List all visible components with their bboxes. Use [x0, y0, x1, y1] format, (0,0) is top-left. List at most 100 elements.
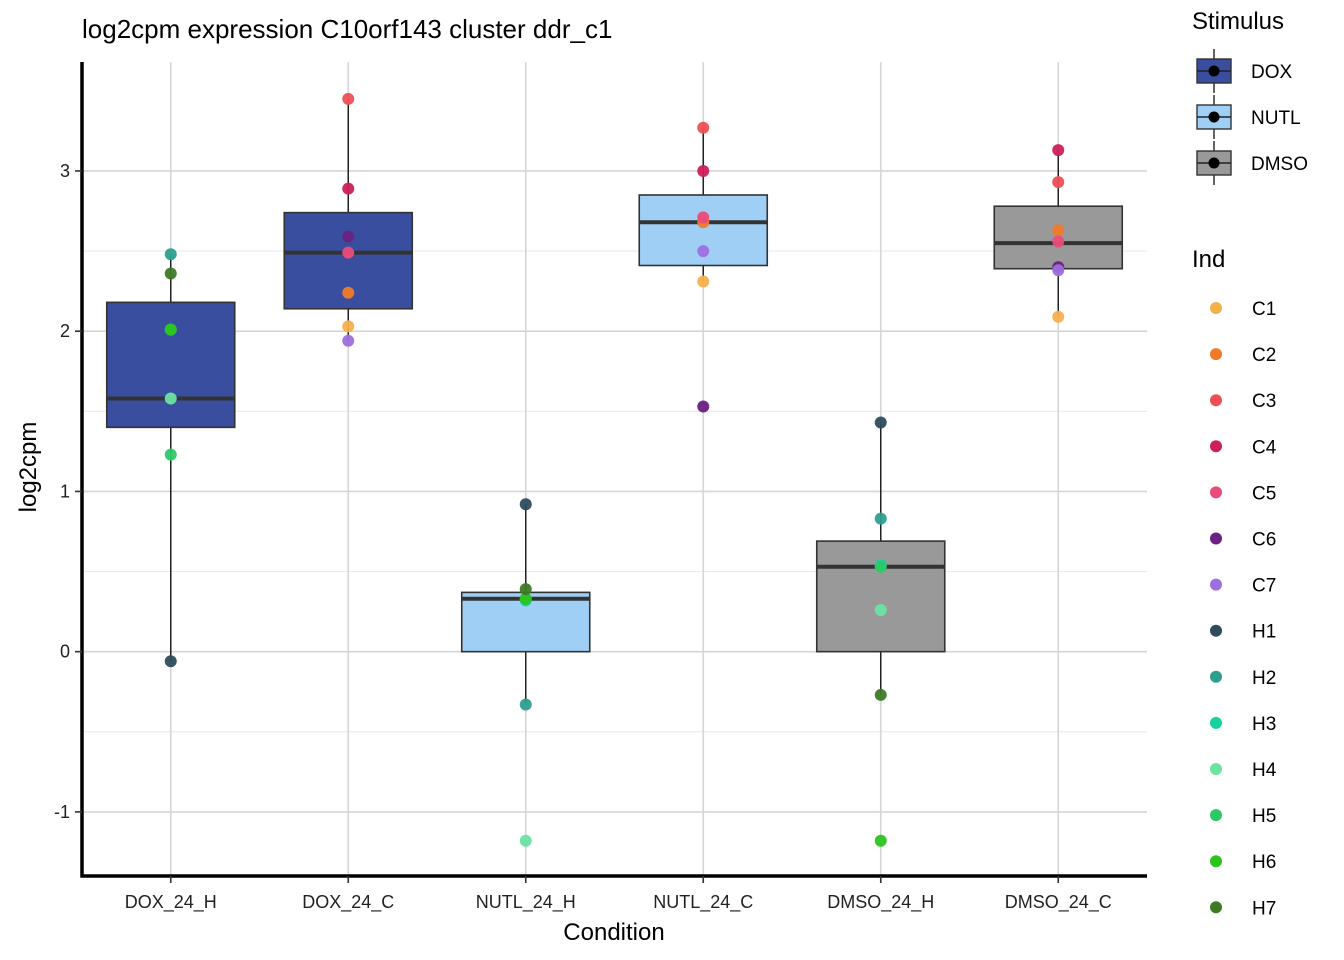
point-h1: [874, 416, 887, 429]
legend-ind-label: C5: [1252, 483, 1276, 504]
legend-ind-label: H7: [1252, 898, 1276, 919]
point-h4: [164, 392, 177, 405]
y-tick-label: 1: [60, 481, 70, 501]
legend-ind-key: [1210, 624, 1222, 637]
box-layer: [105, 98, 1124, 705]
legend-ind-label: H3: [1252, 714, 1276, 735]
y-tick-label: 0: [60, 642, 70, 662]
box-dox-24-c: [283, 98, 414, 341]
legend-ind-item: C1: [1210, 299, 1276, 320]
legend-stimulus-label: DMSO: [1251, 154, 1308, 175]
point-c7: [697, 245, 710, 258]
y-tick-label: -1: [54, 802, 70, 822]
legend-key-dot: [1208, 65, 1220, 77]
legend-ind-key: [1210, 809, 1222, 822]
point-c2: [1052, 224, 1065, 237]
point-h7: [874, 688, 887, 701]
legend-ind-label: H6: [1252, 852, 1276, 873]
legend: Stimulus DOX NUTL DMSO Ind C1 C2 C3 C4 C5 C6 C7 H1 H2…: [1192, 8, 1308, 919]
legend-ind-item: C3: [1210, 391, 1276, 412]
point-c7: [342, 334, 355, 347]
legend-stimulus-item: DOX: [1196, 49, 1293, 93]
axes: -1 0 1 2 3 DOX_24_H DOX_24_C NUTL_24_H NUTL_24_C…: [54, 62, 1147, 913]
legend-ind-key: [1210, 901, 1222, 914]
point-c5: [697, 211, 710, 224]
legend-ind-key: [1210, 716, 1222, 729]
point-h1: [519, 498, 532, 511]
x-tick-label: DOX_24_C: [302, 892, 394, 913]
point-h4: [519, 834, 532, 847]
point-h6: [519, 592, 532, 605]
box-dmso-24-h: [815, 422, 946, 695]
point-c1: [1052, 310, 1065, 323]
grid-lines: [82, 62, 1147, 876]
legend-ind-item: H1: [1210, 622, 1276, 643]
legend-ind-item: H7: [1210, 898, 1276, 919]
x-tick-label: NUTL_24_C: [653, 892, 753, 913]
point-c4: [697, 164, 710, 177]
point-c3: [697, 121, 710, 134]
box-iqr: [815, 540, 946, 653]
point-h2: [519, 698, 532, 711]
legend-stimulus-title: Stimulus: [1192, 8, 1284, 35]
legend-ind-label: H2: [1252, 668, 1276, 689]
point-c5: [1052, 235, 1065, 248]
legend-ind-item: C5: [1210, 483, 1276, 504]
legend-ind-item: C6: [1210, 530, 1276, 551]
legend-ind-item: C2: [1210, 345, 1276, 366]
legend-ind-key: [1210, 302, 1222, 314]
legend-ind-item: H5: [1210, 806, 1276, 827]
point-c1: [697, 275, 710, 288]
legend-key-dot: [1208, 111, 1220, 123]
chart-title: log2cpm expression C10orf143 cluster ddr…: [82, 14, 612, 44]
box-nutl-24-c: [638, 127, 769, 282]
point-c6: [342, 230, 355, 243]
legend-ind-item: C7: [1210, 576, 1276, 597]
legend-stimulus-item: NUTL: [1196, 95, 1301, 139]
point-c3: [1052, 176, 1065, 189]
legend-ind-key: [1210, 348, 1222, 361]
point-c4: [1052, 144, 1065, 157]
legend-ind-label: C3: [1252, 391, 1276, 412]
x-tick-label: DMSO_24_H: [827, 892, 934, 913]
point-c5: [342, 246, 355, 259]
legend-ind-item: H3: [1210, 714, 1276, 735]
legend-ind-label: H4: [1252, 760, 1277, 781]
x-axis-title: Condition: [563, 919, 664, 946]
point-h7: [164, 267, 177, 280]
legend-ind-key: [1210, 394, 1222, 407]
point-h2: [874, 512, 887, 525]
legend-ind-item: H2: [1210, 668, 1276, 689]
point-c4: [342, 182, 355, 195]
point-c7: [1052, 264, 1065, 277]
legend-ind-item: H6: [1210, 852, 1276, 873]
legend-ind-key: [1210, 578, 1222, 591]
legend-ind-key: [1210, 763, 1222, 775]
x-tick-label: DMSO_24_C: [1005, 892, 1112, 913]
box-iqr: [105, 301, 236, 429]
legend-ind-key: [1210, 855, 1222, 868]
legend-ind-key: [1210, 670, 1222, 683]
y-tick-label: 2: [60, 321, 70, 341]
legend-stimulus-label: DOX: [1251, 62, 1293, 83]
legend-ind-key: [1210, 440, 1222, 453]
point-h2: [164, 248, 177, 261]
point-h5: [874, 560, 887, 573]
point-layer: [164, 92, 1065, 847]
point-h5: [164, 448, 177, 461]
legend-ind-label: C1: [1252, 299, 1276, 320]
y-axis-title: log2cpm: [15, 422, 42, 513]
point-h1: [164, 655, 177, 668]
legend-ind-title: Ind: [1192, 246, 1225, 273]
point-h7: [519, 583, 532, 596]
point-c1: [342, 320, 355, 333]
x-tick-label: DOX_24_H: [125, 892, 217, 913]
x-tick-label: NUTL_24_H: [476, 892, 576, 913]
legend-ind-item: C4: [1210, 437, 1277, 458]
legend-ind-label: C7: [1252, 576, 1276, 597]
legend-key-dot: [1208, 157, 1220, 169]
point-h6: [164, 323, 177, 336]
point-c6: [697, 400, 710, 413]
point-c2: [342, 286, 355, 299]
